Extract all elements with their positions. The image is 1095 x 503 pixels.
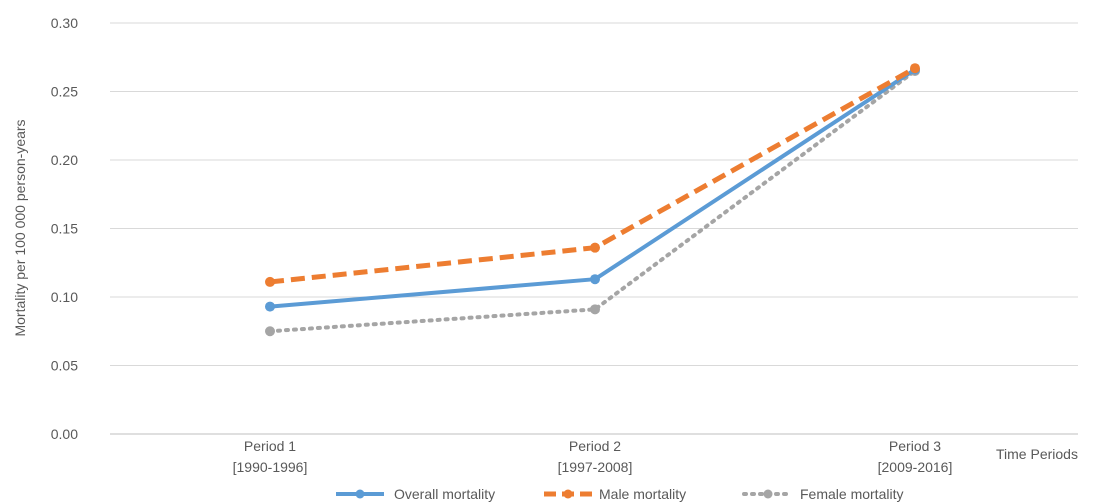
x-axis-label: Time Periods	[996, 446, 1078, 462]
y-tick-label: 0.25	[51, 84, 78, 100]
x-tick-label: Period 2	[569, 438, 621, 454]
legend-label: Overall mortality	[394, 486, 495, 502]
y-tick-label: 0.15	[51, 221, 78, 237]
data-point	[590, 242, 600, 253]
data-point	[265, 301, 275, 312]
legend-item: Overall mortality	[336, 486, 495, 502]
x-tick-label: [1990-1996]	[233, 459, 308, 475]
y-tick-label: 0.00	[51, 426, 78, 442]
series-group	[265, 63, 920, 337]
y-tick-label: 0.20	[51, 152, 78, 168]
y-tick-label: 0.30	[51, 15, 78, 31]
data-point	[590, 274, 600, 285]
series-line-female-mortality	[268, 68, 917, 334]
y-axis-label: Mortality per 100 000 person-years	[12, 119, 28, 336]
y-axis-ticks: 0.00 0.05 0.10 0.15 0.20 0.25 0.30	[51, 15, 78, 442]
y-tick-label: 0.05	[51, 358, 78, 374]
x-tick-label: [2009-2016]	[878, 459, 953, 475]
data-point	[265, 326, 275, 337]
legend-label: Male mortality	[599, 486, 686, 502]
legend-marker	[563, 489, 573, 499]
legend-marker	[355, 489, 365, 499]
gridlines	[110, 22, 1078, 435]
legend-item: Female mortality	[742, 486, 903, 502]
legend: Overall mortality Male mortality Female mo…	[336, 486, 903, 502]
legend-label: Female mortality	[800, 486, 903, 502]
data-point	[910, 63, 920, 74]
legend-marker	[763, 489, 773, 499]
x-axis-categories: Period 1 [1990-1996] Period 2 [1997-2008] Pe…	[233, 438, 953, 475]
legend-item: Male mortality	[544, 486, 686, 502]
data-point	[590, 304, 600, 315]
x-tick-label: [1997-2008]	[558, 459, 633, 475]
x-tick-label: Period 1	[244, 438, 296, 454]
y-tick-label: 0.10	[51, 289, 78, 305]
x-tick-label: Period 3	[889, 438, 941, 454]
data-point	[265, 276, 275, 287]
